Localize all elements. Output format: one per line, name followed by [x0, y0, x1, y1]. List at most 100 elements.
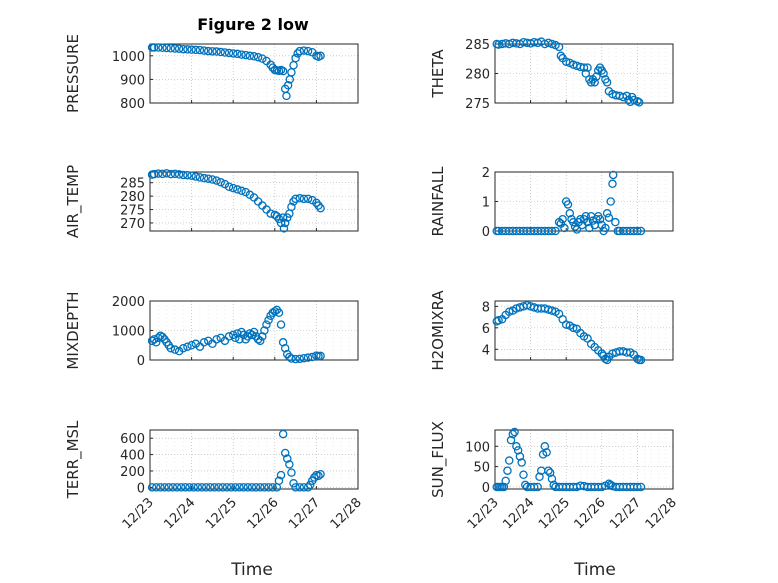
data-point [282, 91, 291, 101]
data-point [590, 78, 599, 87]
data-point [544, 466, 553, 475]
axes-box [149, 43, 359, 104]
data-point [260, 483, 269, 492]
data-point [206, 483, 215, 492]
data-point [316, 351, 325, 361]
data-point [210, 483, 219, 492]
data-point [535, 472, 544, 482]
data-point [158, 43, 167, 53]
data-point [549, 480, 558, 490]
data-point [168, 483, 178, 492]
data-point [224, 332, 234, 341]
figure-title: Figure 2 low [197, 15, 309, 34]
subplot-h2omixra: 4 6 8 H2OMIXRA [429, 290, 674, 371]
data-point [154, 169, 163, 178]
data-point [183, 170, 192, 180]
data-point [280, 218, 290, 228]
data-point [191, 45, 201, 55]
data-point [521, 480, 530, 490]
x-axis-label-right: Time [573, 560, 616, 580]
data-point [510, 427, 519, 437]
data-point [289, 60, 298, 70]
data-point [303, 194, 313, 204]
y-tick-label: 50 [473, 461, 490, 476]
data-point [270, 307, 280, 316]
axes-box [149, 171, 359, 232]
data-point [185, 483, 194, 492]
data-point [179, 44, 188, 54]
data-point [283, 213, 292, 222]
y-tick-label: 2 [482, 166, 490, 181]
x-axis-label-left: Time [230, 560, 273, 580]
x-tick-label: 12/28 [643, 495, 680, 532]
data-point [208, 175, 217, 184]
y-tick-label: 275 [465, 97, 490, 112]
data-point [611, 217, 620, 227]
data-point [201, 483, 211, 492]
data-point [636, 355, 646, 365]
data-point [561, 57, 571, 66]
data-point [149, 169, 159, 179]
data-point [285, 460, 294, 469]
data-point [228, 183, 238, 193]
y-tick-label: 1000 [112, 325, 145, 340]
data-point [283, 454, 292, 463]
data-point [245, 51, 255, 61]
data-point [634, 98, 644, 107]
data-point [547, 39, 557, 49]
y-tick-label: 8 [482, 300, 490, 315]
y-tick-label: 2000 [112, 295, 145, 310]
axes-box [149, 429, 359, 490]
data-point [295, 483, 305, 492]
y-tick-label: 4 [482, 343, 490, 358]
y-tick-label: 270 [120, 217, 145, 232]
data-point [291, 483, 300, 492]
data-point [187, 340, 196, 350]
data-point [239, 483, 248, 492]
data-point [633, 96, 642, 106]
data-point [633, 354, 642, 364]
data-point [189, 483, 198, 492]
data-point [174, 44, 184, 53]
data-point [220, 179, 230, 189]
data-point [299, 46, 309, 55]
y-tick-label: 285 [120, 177, 145, 192]
y-tick-label: 0 [137, 354, 145, 369]
data-point [602, 78, 612, 87]
data-point [494, 316, 503, 325]
data-point [241, 50, 250, 60]
data-point [287, 202, 296, 212]
y-axis-label: SUN_FLUX [429, 421, 448, 498]
data-point [287, 468, 296, 477]
data-point [305, 480, 315, 490]
y-tick-label: 275 [120, 204, 145, 219]
data-point [307, 195, 317, 205]
data-point [307, 352, 317, 362]
data-point [199, 173, 209, 183]
y-axis-label: MIXDEPTH [64, 291, 82, 369]
data-point [601, 223, 610, 233]
data-point [231, 483, 240, 492]
subplot-pressure: 800 900 1000 PRESSURE [64, 34, 359, 113]
data-point [280, 343, 290, 353]
data-point [172, 483, 182, 492]
data-point [245, 190, 255, 200]
y-axis-label: H2OMIXRA [429, 290, 447, 371]
data-point [212, 335, 221, 344]
data-point [160, 483, 169, 492]
data-point [506, 435, 516, 445]
data-point [287, 354, 296, 363]
data-point [303, 483, 313, 492]
data-point [183, 342, 192, 351]
data-point [197, 483, 207, 492]
data-point [561, 320, 571, 329]
data-point [233, 329, 242, 338]
x-tick-label: 12/25 [536, 495, 573, 532]
data-point [239, 330, 248, 340]
data-point [581, 211, 591, 221]
data-point [276, 320, 286, 329]
subplot-theta: 275 280 285 THETA [429, 37, 674, 112]
data-point [220, 48, 230, 57]
